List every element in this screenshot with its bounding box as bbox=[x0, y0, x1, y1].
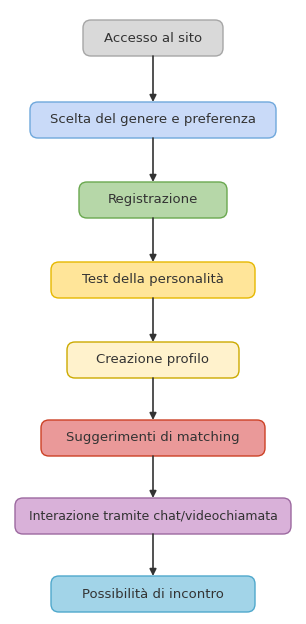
Text: Suggerimenti di matching: Suggerimenti di matching bbox=[66, 432, 240, 444]
FancyBboxPatch shape bbox=[79, 182, 227, 218]
Text: Registrazione: Registrazione bbox=[108, 193, 198, 207]
FancyBboxPatch shape bbox=[30, 102, 276, 138]
Text: Creazione profilo: Creazione profilo bbox=[96, 354, 210, 366]
FancyBboxPatch shape bbox=[51, 576, 255, 612]
Text: Interazione tramite chat/videochiamata: Interazione tramite chat/videochiamata bbox=[28, 510, 278, 522]
Text: Test della personalità: Test della personalità bbox=[82, 273, 224, 286]
Text: Accesso al sito: Accesso al sito bbox=[104, 31, 202, 44]
FancyBboxPatch shape bbox=[67, 342, 239, 378]
FancyBboxPatch shape bbox=[83, 20, 223, 56]
Text: Possibilità di incontro: Possibilità di incontro bbox=[82, 588, 224, 600]
FancyBboxPatch shape bbox=[41, 420, 265, 456]
FancyBboxPatch shape bbox=[51, 262, 255, 298]
FancyBboxPatch shape bbox=[15, 498, 291, 534]
Text: Scelta del genere e preferenza: Scelta del genere e preferenza bbox=[50, 114, 256, 127]
